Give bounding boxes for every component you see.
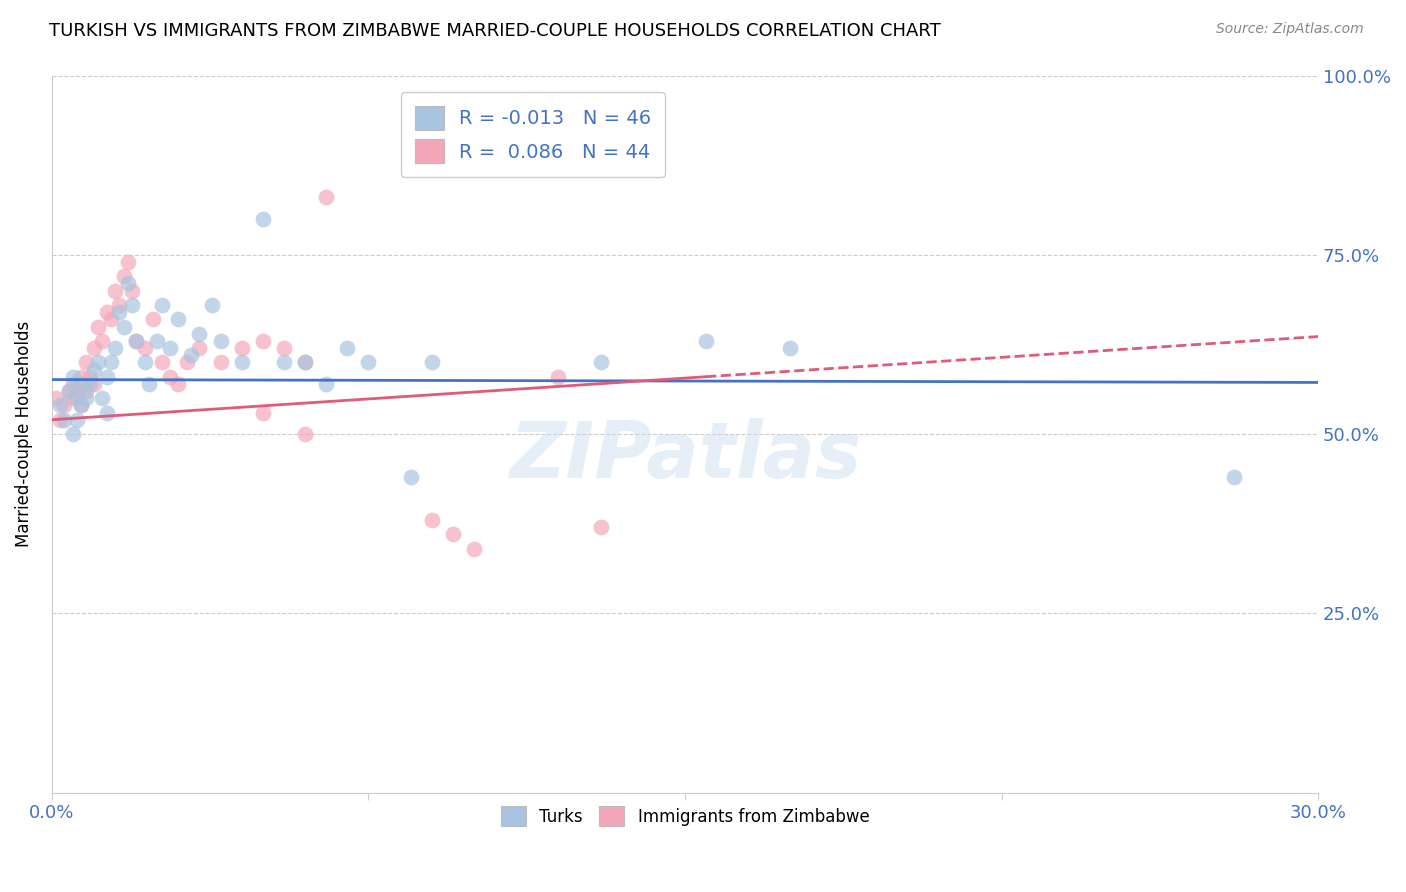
Point [53,413,76,427]
Point [87,355,110,369]
Text: TURKISH VS IMMIGRANTS FROM ZIMBABWE MARRIED-COUPLE HOUSEHOLDS CORRELATION CHART: TURKISH VS IMMIGRANTS FROM ZIMBABWE MARR… [49,22,941,40]
Point [294,355,316,369]
Point [104,341,127,355]
Point [53,398,76,412]
Point [79,369,101,384]
Point [188,341,211,355]
Point [134,341,156,355]
Point [62,376,84,391]
Point [75,391,97,405]
Point [252,406,274,420]
Point [159,341,181,355]
Point [441,527,464,541]
Point [315,376,337,391]
Point [58,384,80,398]
Point [252,334,274,348]
Point [188,326,211,341]
Point [117,255,139,269]
Point [66,413,89,427]
Y-axis label: Married-couple Households: Married-couple Households [15,321,32,547]
Point [108,298,131,312]
Point [79,376,101,391]
Point [66,391,89,405]
Point [66,384,89,398]
Point [58,384,80,398]
Point [70,369,93,384]
Point [96,369,118,384]
Point [142,312,165,326]
Point [91,391,114,405]
Point [180,348,202,362]
Point [117,277,139,291]
Point [420,355,443,369]
Point [231,355,253,369]
Point [547,369,569,384]
Point [779,341,801,355]
Point [209,334,232,348]
Point [167,376,190,391]
Point [399,470,422,484]
Point [112,319,135,334]
Point [83,341,105,355]
Point [201,298,224,312]
Point [75,355,97,369]
Point [49,413,72,427]
Point [91,334,114,348]
Point [100,355,122,369]
Point [45,391,67,405]
Point [83,376,105,391]
Point [294,427,316,442]
Point [121,284,143,298]
Point [420,513,443,527]
Point [150,298,173,312]
Point [315,190,337,204]
Point [62,427,84,442]
Point [176,355,198,369]
Point [463,541,485,556]
Point [138,376,160,391]
Point [252,211,274,226]
Point [209,355,232,369]
Text: ZIPatlas: ZIPatlas [509,417,860,493]
Point [96,406,118,420]
Point [104,284,127,298]
Point [121,298,143,312]
Point [589,355,612,369]
Point [150,355,173,369]
Point [100,312,122,326]
Point [96,305,118,319]
Point [357,355,380,369]
Point [159,369,181,384]
Point [49,398,72,412]
Point [62,391,84,405]
Point [125,334,148,348]
Point [87,319,110,334]
Point [273,355,295,369]
Point [273,341,295,355]
Point [83,362,105,376]
Text: Source: ZipAtlas.com: Source: ZipAtlas.com [1216,22,1364,37]
Point [112,269,135,284]
Point [336,341,359,355]
Point [589,520,612,534]
Point [231,341,253,355]
Point [75,384,97,398]
Point [1222,470,1244,484]
Point [70,376,93,391]
Point [125,334,148,348]
Legend: Turks, Immigrants from Zimbabwe: Turks, Immigrants from Zimbabwe [492,797,877,835]
Point [62,369,84,384]
Point [108,305,131,319]
Point [70,398,93,412]
Point [695,334,717,348]
Point [70,398,93,412]
Point [294,355,316,369]
Point [167,312,190,326]
Point [146,334,169,348]
Point [134,355,156,369]
